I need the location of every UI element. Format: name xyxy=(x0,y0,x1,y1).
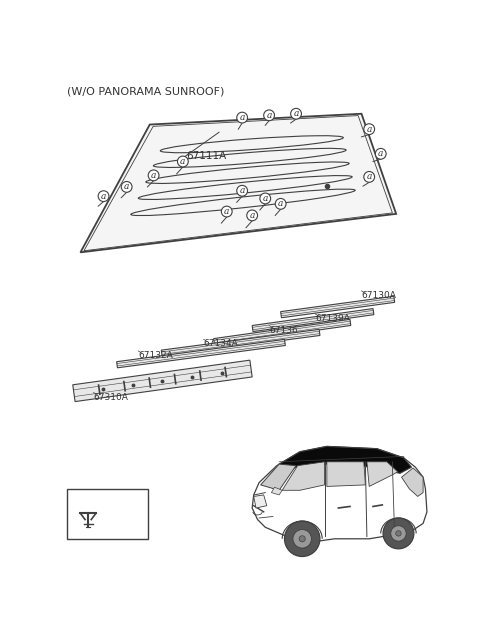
Text: a: a xyxy=(266,111,272,120)
Circle shape xyxy=(364,172,374,182)
Text: (W/O PANORAMA SUNROOF): (W/O PANORAMA SUNROOF) xyxy=(67,86,225,96)
Circle shape xyxy=(221,206,232,217)
Circle shape xyxy=(264,110,275,121)
Polygon shape xyxy=(327,462,365,486)
Text: 67310A: 67310A xyxy=(94,392,129,401)
Text: a: a xyxy=(80,497,86,506)
Polygon shape xyxy=(254,495,267,508)
Text: a: a xyxy=(240,186,245,195)
Circle shape xyxy=(260,193,271,204)
Text: a: a xyxy=(278,199,283,209)
FancyBboxPatch shape xyxy=(67,489,148,539)
Circle shape xyxy=(77,496,88,508)
Circle shape xyxy=(291,108,301,119)
Text: a: a xyxy=(101,191,106,201)
Text: 67136: 67136 xyxy=(269,326,298,335)
Text: a: a xyxy=(124,182,129,191)
Circle shape xyxy=(396,531,401,536)
Circle shape xyxy=(148,170,159,180)
Circle shape xyxy=(391,525,406,541)
Circle shape xyxy=(275,198,286,209)
Polygon shape xyxy=(281,296,395,317)
Text: a: a xyxy=(250,211,255,220)
Text: a: a xyxy=(293,109,299,118)
Circle shape xyxy=(121,182,132,192)
Polygon shape xyxy=(73,360,252,401)
Circle shape xyxy=(247,210,258,221)
Polygon shape xyxy=(252,308,374,332)
Polygon shape xyxy=(252,447,427,543)
Circle shape xyxy=(285,521,320,557)
Text: a: a xyxy=(367,125,372,134)
Polygon shape xyxy=(367,462,398,486)
Text: a: a xyxy=(180,157,186,166)
Circle shape xyxy=(364,124,374,134)
Text: a: a xyxy=(224,207,229,216)
Circle shape xyxy=(383,518,414,549)
Text: 67130A: 67130A xyxy=(361,291,396,300)
Circle shape xyxy=(299,536,305,542)
Text: 67111A: 67111A xyxy=(187,151,227,161)
Circle shape xyxy=(178,156,188,167)
Text: 67134A: 67134A xyxy=(204,339,239,348)
Circle shape xyxy=(237,112,248,123)
Text: a: a xyxy=(378,149,384,158)
Text: 67139A: 67139A xyxy=(315,314,350,323)
Polygon shape xyxy=(161,330,320,356)
Circle shape xyxy=(293,529,312,548)
Circle shape xyxy=(237,186,248,196)
Polygon shape xyxy=(214,319,351,345)
Text: a: a xyxy=(151,171,156,180)
Circle shape xyxy=(98,191,109,202)
Text: 67113A: 67113A xyxy=(92,497,135,507)
Polygon shape xyxy=(81,114,396,252)
Polygon shape xyxy=(282,462,324,490)
Circle shape xyxy=(375,148,386,159)
Polygon shape xyxy=(117,339,285,368)
Polygon shape xyxy=(279,447,411,474)
Text: a: a xyxy=(240,113,245,122)
Polygon shape xyxy=(261,464,296,490)
Text: a: a xyxy=(367,172,372,181)
Polygon shape xyxy=(271,487,282,495)
Text: a: a xyxy=(263,194,268,203)
Polygon shape xyxy=(402,468,423,497)
Text: 67132A: 67132A xyxy=(138,351,173,360)
